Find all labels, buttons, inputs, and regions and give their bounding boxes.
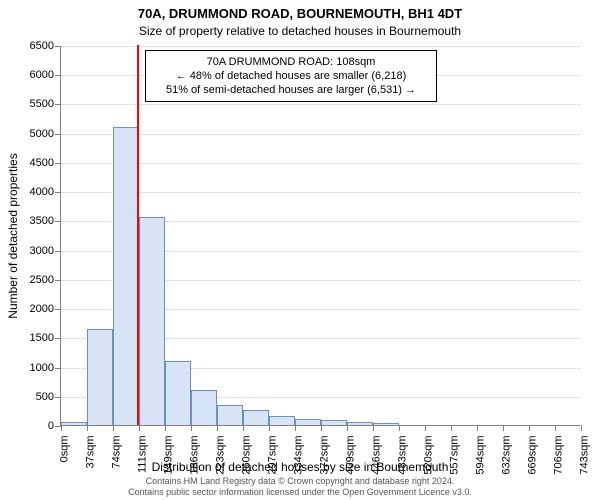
x-tick-label: 372sqm bbox=[320, 436, 331, 496]
x-tick bbox=[425, 425, 426, 431]
histogram-bar bbox=[269, 416, 295, 425]
chart-subtitle: Size of property relative to detached ho… bbox=[0, 24, 600, 38]
x-tick bbox=[451, 425, 452, 431]
y-tick-label: 500 bbox=[14, 392, 54, 403]
y-tick-label: 2000 bbox=[14, 304, 54, 315]
histogram-bar bbox=[87, 329, 113, 425]
histogram-bar bbox=[373, 423, 399, 425]
y-tick bbox=[55, 46, 61, 47]
x-tick-label: 74sqm bbox=[112, 436, 123, 496]
x-tick bbox=[217, 425, 218, 431]
info-box-line1: 70A DRUMMOND ROAD: 108sqm bbox=[152, 55, 430, 69]
x-tick-label: 669sqm bbox=[528, 436, 539, 496]
x-tick-label: 149sqm bbox=[164, 436, 175, 496]
y-tick-label: 6000 bbox=[14, 70, 54, 81]
y-tick-label: 2500 bbox=[14, 275, 54, 286]
y-tick bbox=[55, 338, 61, 339]
x-tick bbox=[399, 425, 400, 431]
x-tick-label: 334sqm bbox=[294, 436, 305, 496]
x-tick-label: 111sqm bbox=[138, 436, 149, 496]
y-tick bbox=[55, 134, 61, 135]
x-tick bbox=[113, 425, 114, 431]
x-tick-label: 37sqm bbox=[86, 436, 97, 496]
x-tick bbox=[191, 425, 192, 431]
plot-area: 70A DRUMMOND ROAD: 108sqm ← 48% of detac… bbox=[60, 46, 580, 426]
x-tick bbox=[61, 425, 62, 431]
histogram-bar bbox=[61, 422, 87, 425]
x-tick bbox=[555, 425, 556, 431]
x-tick-label: 632sqm bbox=[502, 436, 513, 496]
histogram-bar bbox=[243, 410, 269, 425]
chart-title: 70A, DRUMMOND ROAD, BOURNEMOUTH, BH1 4DT bbox=[0, 6, 600, 21]
x-tick-label: 186sqm bbox=[190, 436, 201, 496]
histogram-bar bbox=[191, 390, 217, 425]
x-tick bbox=[139, 425, 140, 431]
x-tick-label: 483sqm bbox=[398, 436, 409, 496]
x-tick bbox=[269, 425, 270, 431]
x-tick-label: 260sqm bbox=[242, 436, 253, 496]
x-tick-label: 0sqm bbox=[60, 436, 71, 496]
histogram-bar bbox=[347, 422, 373, 426]
histogram-bar bbox=[165, 361, 191, 425]
y-tick-label: 6500 bbox=[14, 41, 54, 52]
y-tick-label: 1500 bbox=[14, 333, 54, 344]
x-tick-label: 223sqm bbox=[216, 436, 227, 496]
x-tick bbox=[581, 425, 582, 431]
x-tick-label: 409sqm bbox=[346, 436, 357, 496]
y-tick bbox=[55, 163, 61, 164]
y-tick-label: 5000 bbox=[14, 129, 54, 140]
x-tick-label: 594sqm bbox=[476, 436, 487, 496]
x-tick-label: 297sqm bbox=[268, 436, 279, 496]
x-tick-label: 520sqm bbox=[424, 436, 435, 496]
y-tick bbox=[55, 192, 61, 193]
x-tick bbox=[165, 425, 166, 431]
y-tick-label: 1000 bbox=[14, 363, 54, 374]
x-tick-label: 706sqm bbox=[554, 436, 565, 496]
y-tick bbox=[55, 75, 61, 76]
histogram-bar bbox=[321, 420, 347, 425]
info-box-line3: 51% of semi-detached houses are larger (… bbox=[152, 83, 430, 97]
histogram-bar bbox=[113, 127, 139, 425]
info-box-line2: ← 48% of detached houses are smaller (6,… bbox=[152, 69, 430, 83]
y-tick bbox=[55, 280, 61, 281]
x-tick bbox=[373, 425, 374, 431]
y-tick bbox=[55, 368, 61, 369]
x-tick bbox=[347, 425, 348, 431]
y-tick-label: 4500 bbox=[14, 158, 54, 169]
x-tick bbox=[295, 425, 296, 431]
y-axis-title: Number of detached properties bbox=[6, 153, 20, 318]
x-tick bbox=[87, 425, 88, 431]
y-tick bbox=[55, 104, 61, 105]
y-tick bbox=[55, 251, 61, 252]
y-tick bbox=[55, 221, 61, 222]
marker-info-box: 70A DRUMMOND ROAD: 108sqm ← 48% of detac… bbox=[145, 50, 437, 102]
y-tick-label: 5500 bbox=[14, 99, 54, 110]
y-tick-label: 3000 bbox=[14, 246, 54, 257]
x-tick bbox=[243, 425, 244, 431]
histogram-bar bbox=[139, 217, 165, 425]
y-tick bbox=[55, 397, 61, 398]
x-tick bbox=[321, 425, 322, 431]
histogram-bar bbox=[217, 405, 243, 425]
property-marker-line bbox=[137, 45, 139, 425]
chart-container: 70A, DRUMMOND ROAD, BOURNEMOUTH, BH1 4DT… bbox=[0, 0, 600, 500]
x-tick bbox=[477, 425, 478, 431]
histogram-bar bbox=[295, 419, 321, 425]
x-tick-label: 557sqm bbox=[450, 436, 461, 496]
x-tick bbox=[503, 425, 504, 431]
x-tick bbox=[529, 425, 530, 431]
y-tick-label: 0 bbox=[14, 421, 54, 432]
y-tick bbox=[55, 309, 61, 310]
y-tick-label: 4000 bbox=[14, 187, 54, 198]
x-tick-label: 743sqm bbox=[580, 436, 591, 496]
y-tick-label: 3500 bbox=[14, 216, 54, 227]
x-tick-label: 446sqm bbox=[372, 436, 383, 496]
